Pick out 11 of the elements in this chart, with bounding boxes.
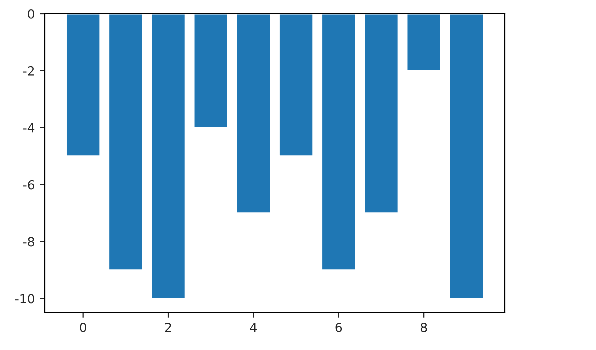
x-tick-label: 4 [250,323,257,332]
y-tick-label: -4 [23,124,35,133]
x-tick-label: 6 [336,322,342,332]
y-tick-label: -10 [15,294,34,304]
y-tick-label: 0 [28,9,34,19]
x-tick-label: 8 [420,322,428,332]
y-tick-label: -6 [23,180,34,190]
x-tick-label: 2 [165,322,172,332]
y-tick-label: -8 [23,237,34,247]
x-tick-label: 0 [80,322,86,332]
y-tick-label: -2 [23,66,34,76]
